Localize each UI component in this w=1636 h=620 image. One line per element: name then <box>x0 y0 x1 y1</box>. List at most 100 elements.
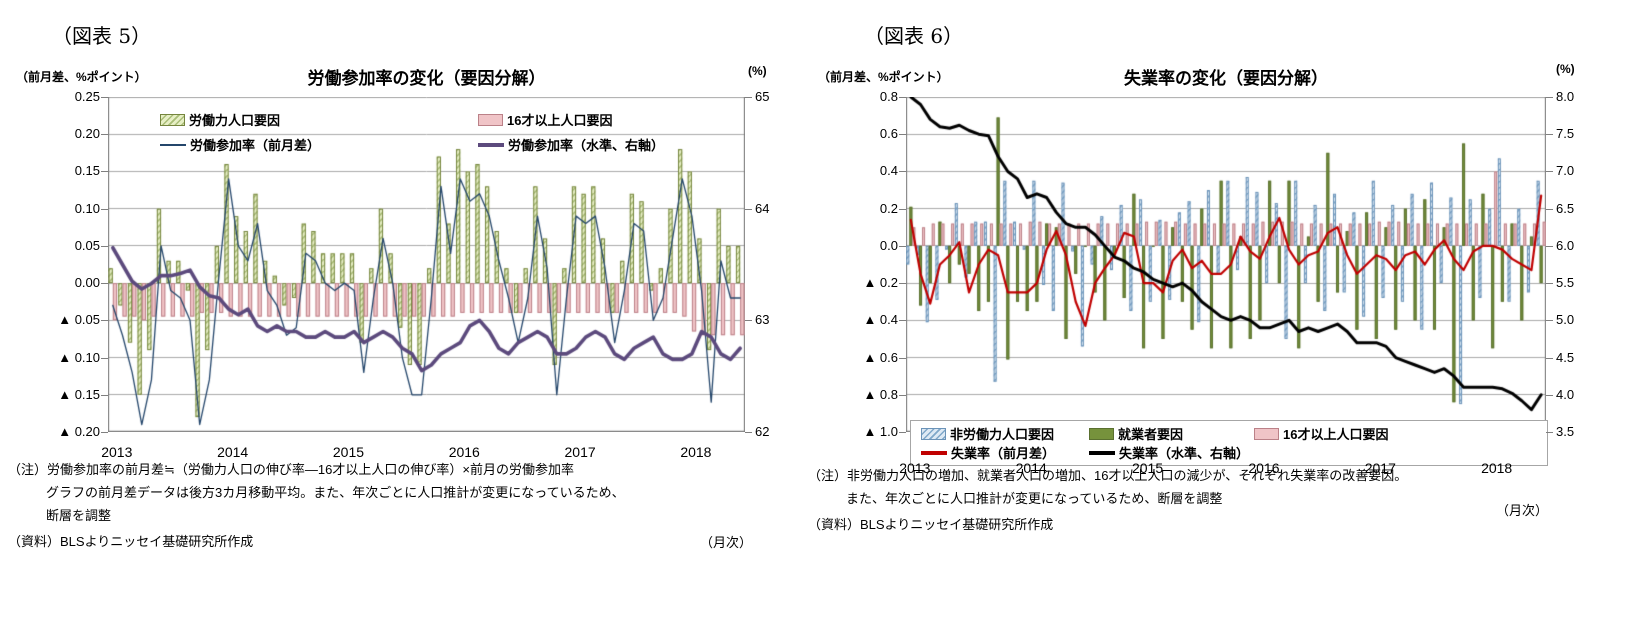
right-y-axis-tick-mark <box>745 320 752 322</box>
x-axis-year-label: 2014 <box>217 444 249 460</box>
y-axis-tick-mark <box>899 432 906 433</box>
y-axis-tick: ▲ 0.4 <box>863 312 898 328</box>
legend-item: 失業率（水準、右軸） <box>1089 443 1249 462</box>
red-line-swatch-icon <box>921 450 947 455</box>
legend-label: 失業率（前月差） <box>951 446 1056 461</box>
y-axis-tick: 0.15 <box>74 163 100 179</box>
figure6-notes: （注）非労働力人口の増加、就業者人口の増加、16才以上人口の減少が、それぞれ失業… <box>808 464 1608 536</box>
legend-item: 就業者要因 <box>1089 424 1254 443</box>
green-solid-swatch-icon <box>1089 427 1114 440</box>
y-axis-tick-mark <box>101 171 108 173</box>
x-axis-year-label: 2014 <box>1015 460 1047 476</box>
right-y-axis-tick: 7.0 <box>1556 163 1575 179</box>
x-axis-year-label: 2018 <box>1481 460 1513 476</box>
legend-item: 失業率（前月差） <box>921 443 1089 462</box>
y-axis-tick-mark <box>101 245 108 247</box>
right-y-axis-tick-mark <box>745 97 752 98</box>
right-y-axis-tick-mark <box>1546 97 1553 98</box>
y-axis-tick: 0.6 <box>879 126 898 142</box>
y-axis-tick-mark <box>101 208 108 210</box>
figure5-right-axis-unit: (%) <box>748 64 767 78</box>
figure6-source: （資料）BLSよりニッセイ基礎研究所作成 <box>808 517 1054 532</box>
y-axis-tick-mark <box>899 283 906 285</box>
legend-item: 16才以上人口要因 <box>1254 424 1388 443</box>
pink-bar-swatch-icon <box>1254 427 1279 440</box>
y-axis-tick: 0.10 <box>74 200 100 216</box>
green-hatched-swatch-icon <box>160 113 185 126</box>
figure6-label: （図表 6） <box>864 24 964 48</box>
legend-label: 労働参加率（前月差） <box>190 138 321 153</box>
figure5-left-axis-unit: （前月差、%ポイント） <box>16 70 147 84</box>
y-axis-tick: ▲ 0.10 <box>58 349 100 365</box>
right-y-axis-tick: 65 <box>755 89 770 104</box>
thick-purple-line-swatch-icon <box>478 142 504 147</box>
figure6-note-lines: （注）非労働力人口の増加、就業者人口の増加、16才以上人口の減少が、それぞれ失業… <box>808 464 1608 510</box>
legend-item: 16才以上人口要因 <box>478 110 664 129</box>
note-line: （注）非労働力人口の増加、就業者人口の増加、16才以上人口の減少が、それぞれ失業… <box>808 468 1408 483</box>
y-axis-tick: ▲ 0.05 <box>58 312 100 328</box>
y-axis-tick: 0.20 <box>74 126 100 142</box>
right-y-axis-tick: 63 <box>755 312 770 328</box>
x-axis-year-label: 2017 <box>564 444 596 460</box>
x-axis-year-label: 2015 <box>332 444 365 460</box>
y-axis-tick: 0.25 <box>74 89 100 104</box>
x-axis-year-label: 2015 <box>1131 460 1164 476</box>
y-axis-tick-mark <box>899 394 906 396</box>
right-y-axis-tick: 4.5 <box>1556 349 1575 365</box>
y-axis-tick: 0.0 <box>879 237 898 253</box>
figure5-legend: 労働力人口要因 16才以上人口要因労働参加率（前月差） 労働参加率（水準、右軸） <box>160 110 664 154</box>
y-axis-tick: 0.2 <box>879 200 898 216</box>
legend-label: 就業者要因 <box>1118 427 1184 442</box>
legend-label: 16才以上人口要因 <box>507 113 613 128</box>
right-y-axis-tick: 8.0 <box>1556 89 1575 104</box>
note-line: グラフの前月差データは後方3カ月移動平均。また、年次ごとに人口推計が変更になって… <box>46 485 625 500</box>
y-axis-tick-mark <box>899 171 906 173</box>
right-y-axis-tick-mark <box>1546 432 1553 433</box>
y-axis-tick-mark <box>899 97 906 98</box>
figure5-title: 労働参加率の変化（要因分解） <box>307 69 546 88</box>
figure6-plot-canvas <box>906 97 1546 432</box>
right-y-axis-tick: 62 <box>755 424 770 439</box>
y-axis-tick: 0.00 <box>74 275 100 291</box>
note-line: （注）労働参加率の前月差≒（労働力人口の伸び率―16才以上人口の伸び率）×前月の… <box>8 462 574 477</box>
y-axis-tick: ▲ 0.20 <box>58 424 100 439</box>
pink-bar-swatch-icon <box>478 113 503 126</box>
x-axis-year-label: 2017 <box>1364 460 1396 476</box>
legend-label: 失業率（水準、右軸） <box>1119 446 1250 461</box>
figure5-note-lines: （注）労働参加率の前月差≒（労働力人口の伸び率―16才以上人口の伸び率）×前月の… <box>8 458 788 527</box>
figure5-frequency-label: （月次） <box>700 535 753 550</box>
y-axis-tick-mark <box>899 208 906 210</box>
right-y-axis-tick-mark <box>1546 357 1553 359</box>
right-y-axis-tick-mark <box>1546 245 1553 247</box>
right-y-axis-tick-mark <box>1546 394 1553 396</box>
x-axis-year-label: 2013 <box>101 444 133 460</box>
legend-item: 労働参加率（前月差） <box>160 135 478 154</box>
legend-label: 16才以上人口要因 <box>1283 427 1389 442</box>
y-axis-tick-mark <box>101 394 108 396</box>
y-axis-tick: ▲ 0.8 <box>863 386 898 402</box>
figure5-label: （図表 5） <box>52 24 152 48</box>
right-y-axis-tick: 5.0 <box>1556 312 1575 328</box>
y-axis-tick-mark <box>101 134 108 136</box>
legend-label: 非労働力人口要因 <box>950 427 1055 442</box>
note-line: 断層を調整 <box>46 508 112 523</box>
right-y-axis-tick: 4.0 <box>1556 386 1575 402</box>
legend-item: 非労働力人口要因 <box>921 424 1089 443</box>
figure5-plot-canvas <box>108 97 745 432</box>
y-axis-tick-mark <box>899 134 906 136</box>
y-axis-tick-mark <box>899 245 906 247</box>
blue-hatched-swatch-icon <box>921 427 946 440</box>
legend-label: 労働力人口要因 <box>189 113 281 128</box>
note-line: また、年次ごとに人口推計が変更になっているため、断層を調整 <box>846 491 1223 506</box>
right-y-axis-tick: 6.5 <box>1556 200 1575 216</box>
right-y-axis-tick: 3.5 <box>1556 424 1575 439</box>
figure6-legend: 非労働力人口要因 就業者要因 16才以上人口要因失業率（前月差） 失業率（水準、右軸） <box>910 420 1548 466</box>
y-axis-tick: 0.4 <box>879 163 898 179</box>
legend-label: 労働参加率（水準、右軸） <box>508 138 665 153</box>
right-y-axis-tick-mark <box>1546 320 1553 322</box>
legend-row: 失業率（前月差） 失業率（水準、右軸） <box>921 443 1547 462</box>
figure6-frequency-label: （月次） <box>1496 503 1549 518</box>
y-axis-tick: 0.8 <box>879 89 898 104</box>
y-axis-tick: ▲ 1.0 <box>863 424 898 439</box>
